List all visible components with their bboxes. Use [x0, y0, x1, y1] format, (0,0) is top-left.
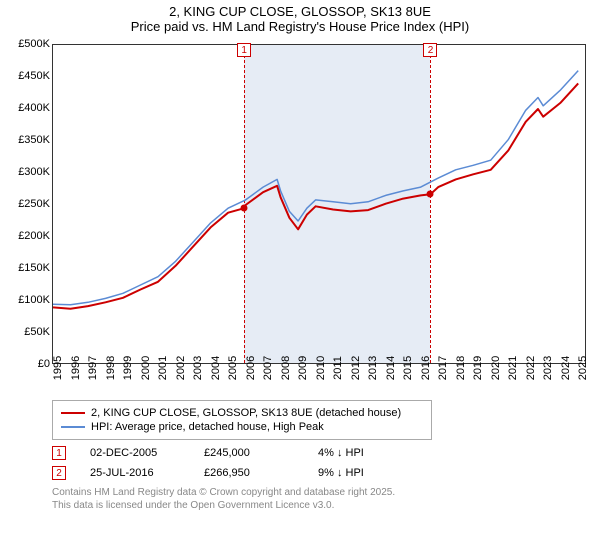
legend: 2, KING CUP CLOSE, GLOSSOP, SK13 8UE (de…	[52, 400, 432, 440]
sale-date-2: 25-JUL-2016	[90, 467, 180, 479]
sale-point-dot	[427, 191, 434, 198]
sale-price-1: £245,000	[204, 447, 294, 459]
y-tick-label: £100K	[10, 294, 50, 306]
y-tick-label: £150K	[10, 262, 50, 274]
sale-price-2: £266,950	[204, 467, 294, 479]
series-property	[53, 83, 578, 308]
sales-row-1: 1 02-DEC-2005 £245,000 4% ↓ HPI	[52, 446, 590, 460]
legend-row-property: 2, KING CUP CLOSE, GLOSSOP, SK13 8UE (de…	[61, 407, 423, 419]
y-tick-label: £300K	[10, 166, 50, 178]
y-tick-label: £400K	[10, 102, 50, 114]
legend-row-hpi: HPI: Average price, detached house, High…	[61, 421, 423, 433]
legend-swatch-property	[61, 412, 85, 414]
chart-title: 2, KING CUP CLOSE, GLOSSOP, SK13 8UE Pri…	[0, 0, 600, 36]
footer: Contains HM Land Registry data © Crown c…	[52, 486, 590, 512]
sale-date-1: 02-DEC-2005	[90, 447, 180, 459]
legend-label-hpi: HPI: Average price, detached house, High…	[91, 421, 324, 433]
sale-delta-2: 9% ↓ HPI	[318, 467, 408, 479]
sales-table: 1 02-DEC-2005 £245,000 4% ↓ HPI 2 25-JUL…	[52, 446, 590, 480]
series-hpi	[53, 71, 578, 305]
sale-delta-1: 4% ↓ HPI	[318, 447, 408, 459]
y-tick-label: £250K	[10, 198, 50, 210]
sales-row-2: 2 25-JUL-2016 £266,950 9% ↓ HPI	[52, 466, 590, 480]
y-tick-label: £350K	[10, 134, 50, 146]
footer-line-1: Contains HM Land Registry data © Crown c…	[52, 486, 590, 499]
y-tick-label: £500K	[10, 38, 50, 50]
sale-badge-2: 2	[52, 466, 66, 480]
sale-badge-1: 1	[52, 446, 66, 460]
line-chart-svg	[53, 45, 587, 365]
legend-label-property: 2, KING CUP CLOSE, GLOSSOP, SK13 8UE (de…	[91, 407, 401, 419]
y-tick-label: £450K	[10, 70, 50, 82]
x-tick-label: 2025	[577, 356, 600, 380]
y-tick-label: £200K	[10, 230, 50, 242]
y-tick-label: £50K	[10, 326, 50, 338]
y-tick-label: £0	[10, 358, 50, 370]
legend-swatch-hpi	[61, 426, 85, 428]
title-line-1: 2, KING CUP CLOSE, GLOSSOP, SK13 8UE	[0, 4, 600, 19]
chart-container: £0 £50K £100K £150K £200K £250K £300K £350K £400…	[10, 40, 590, 398]
sale-point-dot	[241, 205, 248, 212]
plot-area: 12	[52, 44, 586, 364]
title-line-2: Price paid vs. HM Land Registry's House …	[0, 19, 600, 34]
footer-line-2: This data is licensed under the Open Gov…	[52, 499, 590, 512]
